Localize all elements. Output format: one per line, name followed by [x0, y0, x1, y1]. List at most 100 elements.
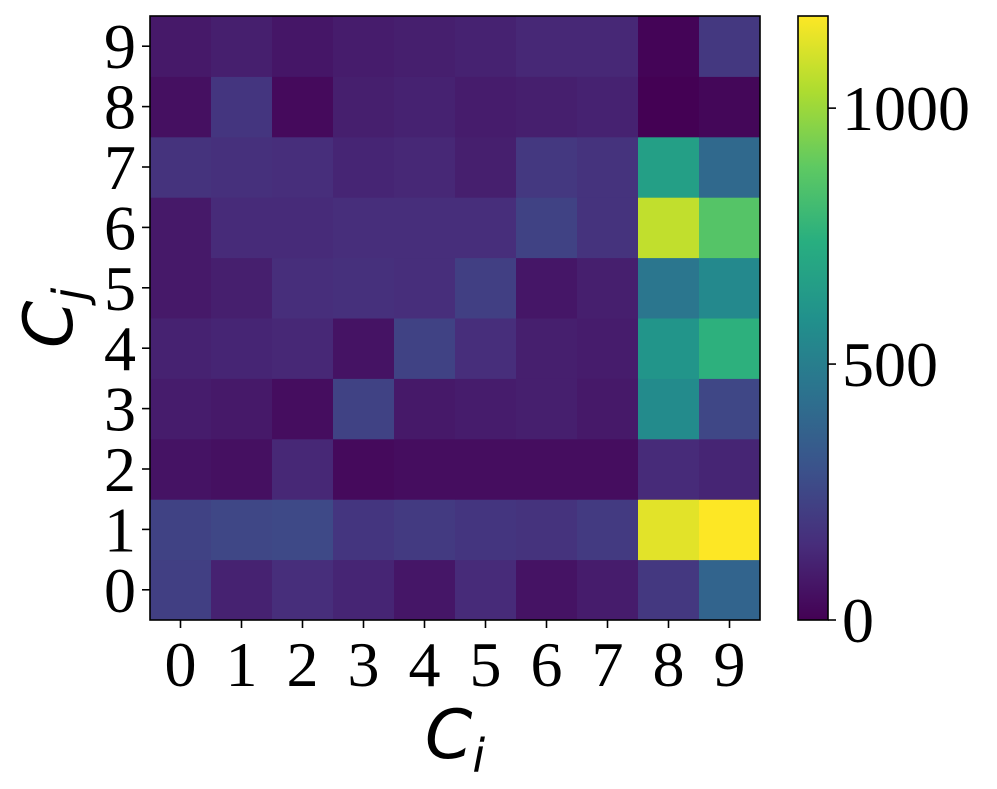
heatmap-cell-x9-y4 [699, 318, 761, 379]
heatmap-cell-x7-y2 [577, 438, 639, 500]
heatmap-cell-x9-y0 [699, 559, 761, 621]
y-tick-label: 3 [104, 374, 136, 445]
heatmap-cell-x0-y0 [150, 559, 212, 621]
heatmap-cell-x0-y1 [150, 499, 212, 561]
y-tick-label: 4 [104, 313, 136, 384]
heatmap-cell-x5-y9 [455, 16, 517, 77]
heatmap-cell-x9-y6 [699, 197, 761, 259]
plot-frame [149, 15, 761, 621]
heatmap-cell-x6-y9 [516, 16, 578, 77]
heatmap-cell-x7-y8 [577, 76, 639, 138]
x-axis-label: Ci [425, 696, 485, 783]
heatmap-cell-x1-y1 [211, 499, 273, 561]
heatmap-cell-x3-y3 [333, 378, 395, 440]
heatmap-cell-x6-y6 [516, 197, 578, 259]
heatmap-cell-x0-y6 [150, 197, 212, 259]
heatmap-cell-x2-y8 [272, 76, 334, 138]
heatmap-cell-x9-y2 [699, 438, 761, 500]
heatmap-cell-x8-y6 [638, 197, 700, 259]
heatmap-cell-x2-y4 [272, 318, 334, 379]
heatmap-cell-x7-y7 [577, 136, 639, 198]
heatmap-cell-x3-y7 [333, 136, 395, 198]
heatmap-cell-x0-y3 [150, 378, 212, 440]
heatmap-cell-x8-y8 [638, 76, 700, 138]
x-tick-label: 7 [592, 629, 624, 700]
x-tick-label: 0 [165, 629, 197, 700]
heatmap-cell-x3-y8 [333, 76, 395, 138]
heatmap-cell-x3-y2 [333, 438, 395, 500]
heatmap-cell-x9-y8 [699, 76, 761, 138]
heatmap-cell-x1-y6 [211, 197, 273, 259]
heatmap-cell-x2-y5 [272, 257, 334, 319]
heatmap-cell-x4-y0 [394, 559, 456, 621]
y-tick-label: 0 [104, 555, 136, 626]
heatmap-cell-x5-y5 [455, 257, 517, 319]
colorbar-tick-label: 1000 [842, 73, 970, 144]
heatmap-cell-x0-y2 [150, 438, 212, 500]
heatmap-cell-x8-y7 [638, 136, 700, 198]
heatmap-cell-x5-y3 [455, 378, 517, 440]
heatmap-cell-x7-y5 [577, 257, 639, 319]
y-tick-label: 5 [104, 253, 136, 324]
heatmap-cell-x0-y8 [150, 76, 212, 138]
heatmap-cell-x2-y7 [272, 136, 334, 198]
heatmap-cell-x3-y6 [333, 197, 395, 259]
heatmap-cell-x5-y0 [455, 559, 517, 621]
heatmap-cell-x9-y9 [699, 16, 761, 77]
heatmap-cell-x8-y3 [638, 378, 700, 440]
heatmap-cell-x5-y2 [455, 438, 517, 500]
heatmap-cell-x8-y0 [638, 559, 700, 621]
y-tick-label: 1 [104, 494, 136, 565]
heatmap-cell-x2-y0 [272, 559, 334, 621]
x-tick-label: 4 [409, 629, 441, 700]
heatmap-cell-x4-y2 [394, 438, 456, 500]
y-tick-label: 9 [104, 11, 136, 82]
y-tick-label: 8 [104, 72, 136, 143]
heatmap-cell-x7-y1 [577, 499, 639, 561]
heatmap-cell-x5-y7 [455, 136, 517, 198]
heatmap-cell-x7-y9 [577, 16, 639, 77]
heatmap-cell-x7-y0 [577, 559, 639, 621]
heatmap-cell-x4-y9 [394, 16, 456, 77]
heatmap-cell-x4-y3 [394, 378, 456, 440]
heatmap-cell-x6-y2 [516, 438, 578, 500]
heatmap-cell-x7-y3 [577, 378, 639, 440]
y-tick-label: 6 [104, 192, 136, 263]
x-tick-label: 8 [653, 629, 685, 700]
heatmap-cell-x6-y1 [516, 499, 578, 561]
heatmap-cell-x4-y1 [394, 499, 456, 561]
x-tick-label: 1 [226, 629, 258, 700]
heatmap-cell-x3-y1 [333, 499, 395, 561]
heatmap-cell-x6-y8 [516, 76, 578, 138]
heatmap-cell-x1-y4 [211, 318, 273, 379]
heatmap-cell-x6-y5 [516, 257, 578, 319]
heatmap-cell-x0-y4 [150, 318, 212, 379]
colorbar-gradient [797, 15, 829, 621]
heatmap-cell-x5-y1 [455, 499, 517, 561]
heatmap-cell-x3-y4 [333, 318, 395, 379]
colorbar-ticks: 0 500 1000 [828, 73, 970, 656]
heatmap-cell-x7-y6 [577, 197, 639, 259]
heatmap-cell-x7-y4 [577, 318, 639, 379]
heatmap-cell-x2-y6 [272, 197, 334, 259]
heatmap-cell-x8-y4 [638, 318, 700, 379]
y-tick-label: 7 [104, 132, 136, 203]
heatmap-cell-x1-y0 [211, 559, 273, 621]
heatmap-cell-x1-y5 [211, 257, 273, 319]
heatmap-cell-x6-y3 [516, 378, 578, 440]
heatmap-cell-x8-y2 [638, 438, 700, 500]
heatmap-cell-x4-y6 [394, 197, 456, 259]
heatmap-cell-x4-y5 [394, 257, 456, 319]
x-tick-label: 9 [714, 629, 746, 700]
heatmap-cell-x2-y9 [272, 16, 334, 77]
heatmap-cell-x8-y9 [638, 16, 700, 77]
heatmap-cell-x5-y8 [455, 76, 517, 138]
colorbar-tick-label: 500 [842, 329, 938, 400]
x-tick-label: 3 [348, 629, 380, 700]
heatmap-cell-x5-y6 [455, 197, 517, 259]
heatmap-cell-x6-y0 [516, 559, 578, 621]
y-axis-label: Cj [10, 288, 97, 348]
